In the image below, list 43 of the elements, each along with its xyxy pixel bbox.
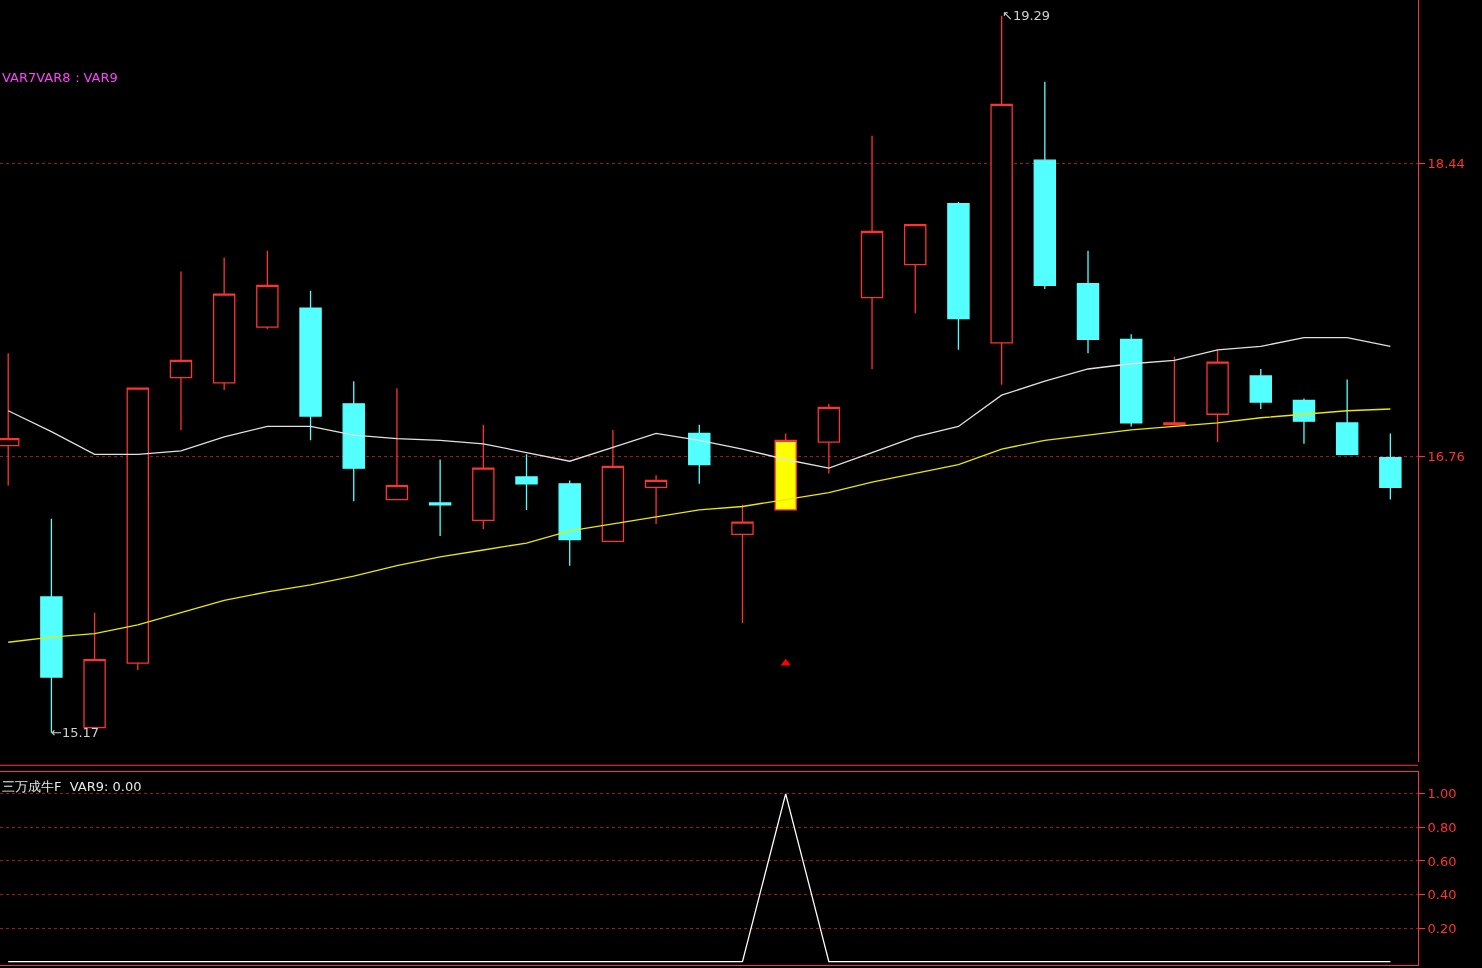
candlestick — [1379, 432, 1402, 501]
candlestick — [515, 453, 538, 511]
y-tick-label: 1.00 — [1427, 786, 1457, 802]
line-series — [7, 408, 1392, 643]
candlestick — [860, 135, 884, 370]
annotation: ↖19.29 — [1002, 8, 1051, 23]
candlestick — [1076, 249, 1100, 354]
candlestick — [212, 256, 236, 391]
candlestick — [428, 458, 452, 537]
candlestick — [817, 403, 841, 475]
line-series — [7, 337, 1392, 469]
annotation: 三万成牛F VAR9: 0.00 — [2, 779, 142, 794]
y-tick-label: 0.60 — [1427, 853, 1457, 869]
candlestick — [774, 432, 797, 511]
candlestick — [126, 387, 150, 671]
candlestick — [385, 387, 409, 501]
candlestick — [1163, 356, 1186, 426]
candlestick — [299, 290, 322, 441]
candlestick — [1033, 81, 1057, 290]
candlestick — [904, 223, 927, 314]
candlestick — [169, 270, 193, 431]
candlestick — [688, 424, 711, 485]
y-tick-label: 0.20 — [1427, 920, 1457, 936]
annotation: ←15.17 — [51, 725, 100, 740]
candlestick — [1249, 368, 1273, 410]
candlestick — [731, 504, 754, 624]
candlestick — [1119, 333, 1143, 428]
y-tick-label: 0.80 — [1427, 819, 1457, 835]
candlestick — [342, 380, 365, 502]
candlestick — [472, 424, 495, 530]
annotation: VAR7VAR8：VAR9 — [2, 70, 118, 85]
candlestick — [558, 479, 581, 567]
candlestick — [644, 474, 668, 525]
y-tick-label: 18.44 — [1427, 156, 1465, 172]
candlestick — [1335, 378, 1359, 455]
candlestick — [1292, 397, 1316, 445]
y-tick-label: 0.40 — [1427, 887, 1457, 903]
candlestick — [947, 201, 970, 351]
candlestick — [256, 249, 279, 330]
candlestick — [1206, 349, 1229, 443]
candlestick — [83, 612, 106, 729]
y-tick-label: 16.76 — [1427, 448, 1465, 464]
candlestick — [601, 429, 625, 542]
